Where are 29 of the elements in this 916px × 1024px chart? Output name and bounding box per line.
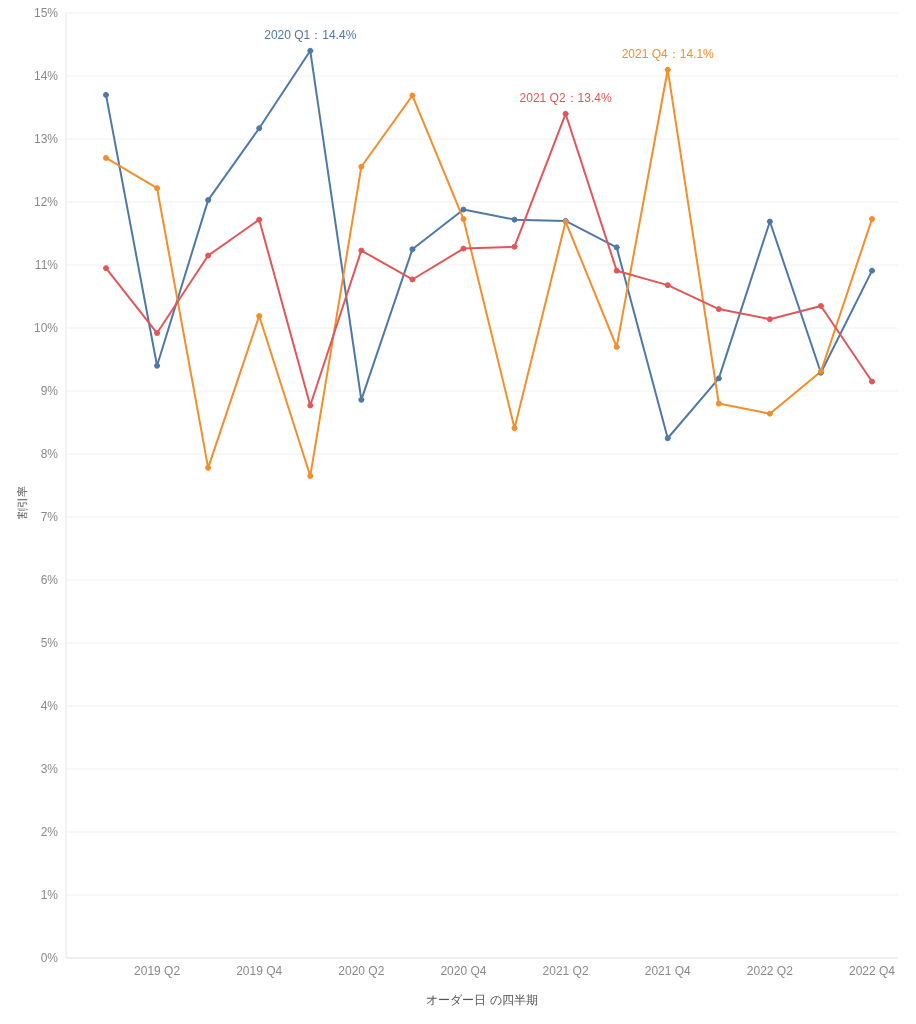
x-tick-label: 2019 Q2 <box>134 963 181 978</box>
y-axis-title: 割引率 <box>15 485 28 519</box>
y-tick-label: 11% <box>34 258 59 273</box>
y-tick-label: 4% <box>40 699 59 714</box>
x-tick-label: 2022 Q4 <box>848 963 896 978</box>
y-tick-label: 10% <box>33 321 59 336</box>
y-tick-label: 14% <box>33 69 59 84</box>
y-tick-label: 8% <box>40 447 59 462</box>
y-tick-label: 6% <box>40 573 59 588</box>
x-tick-label: 2022 Q2 <box>746 963 794 978</box>
y-tick-label: 2% <box>40 825 59 840</box>
y-tick-label: 5% <box>40 636 59 651</box>
x-axis-title: オーダー日 の四半期 <box>426 993 538 1007</box>
x-tick-label: 2020 Q4 <box>440 963 487 978</box>
x-tick-label: 2021 Q4 <box>644 963 692 978</box>
x-tick-label: 2019 Q4 <box>236 963 283 978</box>
annotation: 2021 Q2：13.4% <box>519 90 612 105</box>
annotation: 2021 Q4：14.1% <box>621 46 715 61</box>
y-tick-label: 13% <box>33 132 59 147</box>
y-tick-label: 7% <box>40 510 59 525</box>
y-tick-label: 3% <box>40 762 59 777</box>
y-tick-label: 0% <box>40 951 59 966</box>
x-tick-label: 2021 Q2 <box>542 963 589 978</box>
x-tick-label: 2020 Q2 <box>338 963 385 978</box>
y-tick-label: 15% <box>33 6 59 21</box>
y-tick-label: 12% <box>33 195 59 210</box>
y-tick-label: 1% <box>40 888 59 903</box>
annotation: 2020 Q1：14.4% <box>264 27 357 42</box>
y-tick-label: 9% <box>40 384 59 399</box>
